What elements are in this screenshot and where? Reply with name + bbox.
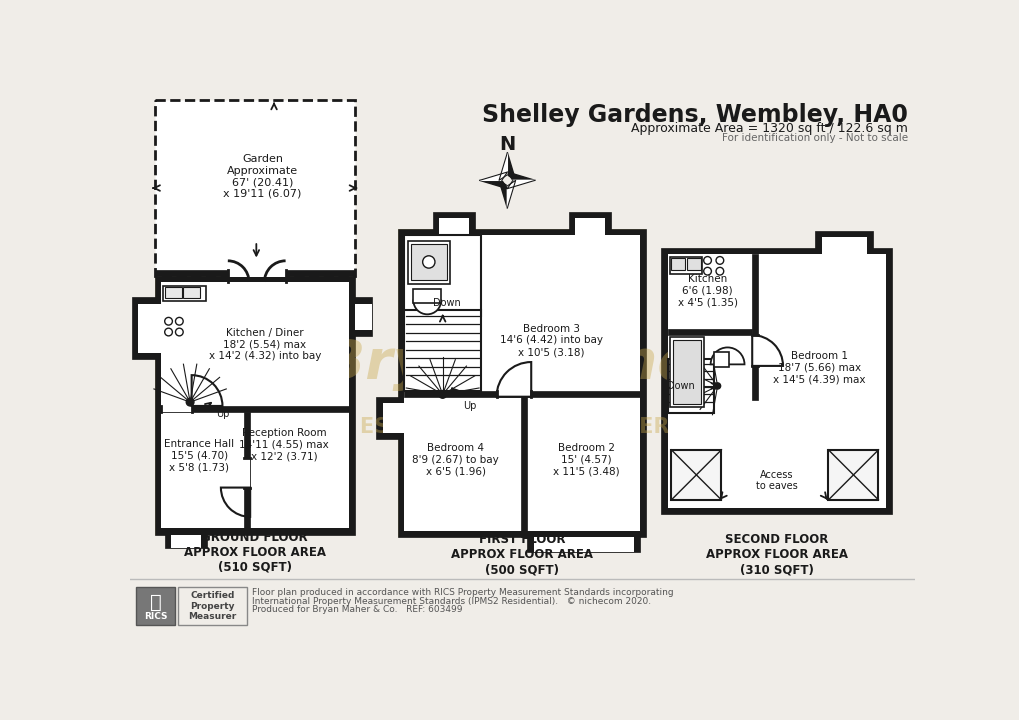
Text: Kitchen / Diner
18'2 (5.54) max
x 14'2 (4.32) into bay: Kitchen / Diner 18'2 (5.54) max x 14'2 (… — [209, 328, 321, 361]
Text: Up: Up — [463, 401, 476, 411]
Polygon shape — [506, 180, 516, 208]
Text: Bedroom 4
8'9 (2.67) to bay
x 6'5 (1.96): Bedroom 4 8'9 (2.67) to bay x 6'5 (1.96) — [412, 444, 498, 477]
Bar — [382, 403, 404, 433]
Text: Garden
Approximate
67' (20.41)
x 19'11 (6.07): Garden Approximate 67' (20.41) x 19'11 (… — [223, 154, 302, 199]
Bar — [183, 287, 200, 298]
Bar — [814, 231, 872, 254]
Bar — [527, 531, 639, 552]
Bar — [155, 276, 355, 534]
Bar — [673, 341, 701, 404]
Circle shape — [713, 383, 720, 389]
Polygon shape — [506, 172, 535, 180]
Polygon shape — [498, 180, 506, 208]
Text: Bedroom 1
18'7 (5.66) max
x 14'5 (4.39) max: Bedroom 1 18'7 (5.66) max x 14'5 (4.39) … — [772, 351, 864, 384]
Bar — [751, 335, 758, 366]
Bar — [171, 534, 201, 548]
Polygon shape — [479, 172, 506, 180]
Text: Ⓡ: Ⓡ — [150, 593, 161, 612]
Bar — [138, 304, 161, 353]
Bar — [569, 212, 610, 235]
Polygon shape — [498, 153, 506, 180]
Bar — [671, 450, 720, 500]
Bar — [533, 537, 633, 552]
Bar — [164, 287, 181, 298]
Bar — [751, 254, 758, 400]
Bar — [244, 412, 250, 528]
Bar — [404, 235, 639, 531]
Bar — [666, 329, 751, 335]
Bar — [397, 229, 645, 537]
Bar — [227, 269, 285, 276]
Text: Shelley Gardens, Wembley, HA0: Shelley Gardens, Wembley, HA0 — [481, 104, 907, 127]
Text: Entrance Hall
15'5 (4.70)
x 5'8 (1.73): Entrance Hall 15'5 (4.70) x 5'8 (1.73) — [164, 439, 234, 472]
Bar — [397, 229, 645, 537]
Bar — [666, 254, 886, 508]
Bar — [131, 297, 161, 359]
Bar — [404, 310, 481, 390]
Text: International Property Measurement Standards (IPMS2 Residential).   © nichecom 2: International Property Measurement Stand… — [252, 597, 650, 606]
Polygon shape — [506, 180, 535, 189]
Bar — [404, 235, 481, 316]
Text: Up: Up — [216, 409, 229, 418]
Bar — [155, 270, 355, 276]
Bar — [411, 244, 447, 280]
Bar — [164, 528, 207, 548]
Text: Bedroom 2
15' (4.57)
x 11'5 (3.48): Bedroom 2 15' (4.57) x 11'5 (3.48) — [552, 444, 620, 477]
Text: Reception Room
14'11 (4.55) max
x 12'2 (3.71): Reception Room 14'11 (4.55) max x 12'2 (… — [238, 428, 328, 461]
Bar — [713, 352, 729, 367]
Text: RICS: RICS — [144, 612, 167, 621]
Text: Certified
Property
Measurer: Certified Property Measurer — [189, 591, 236, 621]
Text: Down: Down — [432, 298, 460, 307]
Circle shape — [186, 398, 194, 406]
Bar — [376, 397, 404, 439]
Bar — [827, 450, 877, 500]
Wedge shape — [710, 348, 744, 364]
Bar — [161, 406, 348, 412]
Circle shape — [438, 390, 446, 398]
Polygon shape — [479, 180, 506, 189]
Text: For identification only - Not to scale: For identification only - Not to scale — [720, 132, 907, 143]
Bar — [408, 241, 450, 284]
Bar — [348, 297, 372, 336]
Bar — [161, 406, 192, 412]
Text: N: N — [498, 135, 515, 154]
Circle shape — [422, 256, 434, 268]
Text: GROUND FLOOR
APPROX FLOOR AREA
(510 SQFT): GROUND FLOOR APPROX FLOOR AREA (510 SQFT… — [183, 531, 325, 574]
Bar — [521, 397, 527, 537]
Wedge shape — [413, 300, 440, 315]
Bar — [671, 258, 685, 271]
Text: Bedroom 3
14'6 (4.42) into bay
x 10'5 (3.18): Bedroom 3 14'6 (4.42) into bay x 10'5 (3… — [499, 324, 602, 357]
Bar — [438, 218, 469, 235]
Text: Bryan Maher: Bryan Maher — [323, 336, 721, 390]
Polygon shape — [506, 153, 516, 180]
Bar — [575, 218, 604, 235]
Text: Floor plan produced in accordance with RICS Property Measurement Standards incor: Floor plan produced in accordance with R… — [252, 588, 673, 598]
Text: Approximate Area = 1320 sq ft / 122.6 sq m: Approximate Area = 1320 sq ft / 122.6 sq… — [631, 122, 907, 135]
Bar — [686, 258, 700, 271]
Text: Access
to eaves: Access to eaves — [755, 470, 797, 492]
Bar — [666, 359, 713, 413]
Bar — [413, 289, 440, 303]
Text: Down: Down — [666, 381, 694, 391]
Text: Produced for Bryan Maher & Co.   REF: 603499: Produced for Bryan Maher & Co. REF: 6034… — [252, 606, 462, 614]
Bar — [669, 338, 704, 407]
Text: & Co: & Co — [460, 376, 585, 420]
Bar — [244, 459, 250, 487]
Bar — [137, 587, 174, 626]
Bar — [155, 276, 355, 534]
Bar — [161, 282, 348, 528]
Bar — [177, 587, 247, 626]
Text: Kitchen
6'6 (1.98)
x 4'5 (1.35): Kitchen 6'6 (1.98) x 4'5 (1.35) — [677, 274, 737, 307]
Text: SECOND FLOOR
APPROX FLOOR AREA
(310 SQFT): SECOND FLOOR APPROX FLOOR AREA (310 SQFT… — [705, 533, 847, 576]
Bar — [155, 100, 355, 276]
Bar — [355, 304, 372, 330]
Text: ESTATE AGENTS & VALUERS: ESTATE AGENTS & VALUERS — [360, 417, 685, 437]
Text: FIRST FLOOR
APPROX FLOOR AREA
(500 SQFT): FIRST FLOOR APPROX FLOOR AREA (500 SQFT) — [450, 533, 592, 576]
Bar — [669, 256, 701, 274]
Bar — [496, 390, 531, 397]
Bar — [660, 248, 892, 514]
Bar — [432, 212, 475, 235]
Bar — [820, 238, 866, 254]
Bar — [404, 390, 639, 397]
Bar — [163, 286, 205, 301]
